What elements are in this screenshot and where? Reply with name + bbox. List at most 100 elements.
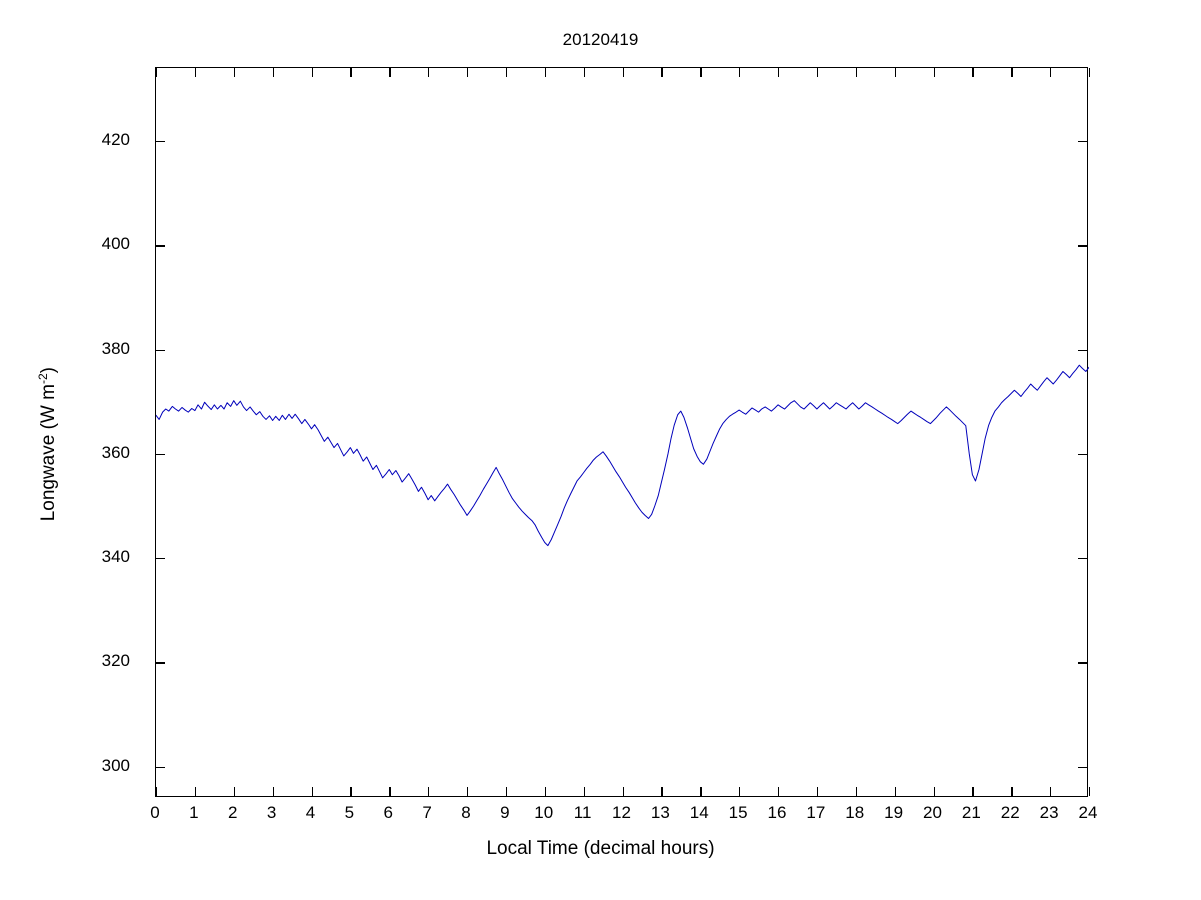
x-tick-mark	[389, 787, 391, 796]
y-tick-mark	[1078, 766, 1087, 768]
x-tick-mark	[778, 68, 780, 77]
x-tick-mark	[272, 787, 274, 796]
x-tick-mark	[505, 68, 508, 77]
x-tick-mark	[933, 68, 935, 77]
x-tick-mark	[194, 787, 197, 796]
x-tick-mark	[194, 68, 197, 77]
x-tick-label: 17	[806, 803, 826, 822]
x-tick-mark	[1089, 787, 1091, 796]
x-tick-mark	[622, 787, 624, 796]
x-tick-mark	[816, 787, 819, 796]
x-tick-label: 19	[884, 803, 904, 822]
y-tick-label: 420	[101, 130, 130, 149]
y-tick-mark	[156, 766, 165, 768]
x-tick-mark	[739, 787, 741, 796]
plot-area	[155, 67, 1091, 797]
y-tick-mark	[156, 453, 165, 456]
x-tick-label: 3	[266, 803, 277, 822]
y-tick-mark	[1078, 662, 1087, 664]
x-tick-mark	[933, 787, 935, 796]
y-tick-mark	[1078, 245, 1087, 247]
x-tick-mark	[311, 68, 313, 77]
x-tick-label: 1	[189, 803, 199, 822]
y-tick-label: 360	[101, 442, 130, 462]
x-tick-mark	[894, 787, 896, 796]
x-tick-label: 15	[728, 803, 748, 822]
x-tick-mark	[467, 787, 469, 796]
x-tick-mark	[311, 787, 313, 796]
x-tick-mark	[544, 68, 547, 77]
x-tick-mark	[855, 787, 858, 796]
y-axis-tick-labels: 300 320 340 360 380 400 420	[0, 67, 144, 797]
x-tick-label: 5	[344, 803, 355, 822]
y-tick-mark	[1078, 453, 1087, 456]
y-tick-mark	[1078, 558, 1087, 560]
x-tick-mark	[350, 787, 352, 796]
x-tick-mark	[272, 68, 274, 77]
x-tick-mark	[233, 68, 236, 77]
x-tick-mark	[855, 68, 858, 77]
x-tick-label: 6	[383, 803, 393, 822]
x-tick-mark	[1089, 68, 1091, 77]
x-tick-mark	[467, 68, 469, 77]
y-tick-label: 340	[101, 547, 130, 567]
x-tick-label: 13	[650, 803, 670, 822]
y-tick-mark	[156, 141, 165, 143]
y-tick-mark	[156, 349, 165, 351]
y-tick-label: 400	[101, 234, 130, 254]
y-tick-mark	[1078, 141, 1087, 143]
x-tick-mark	[972, 787, 974, 796]
x-axis-title: Local Time (decimal hours)	[486, 838, 715, 859]
x-tick-mark	[1011, 68, 1013, 77]
x-tick-mark	[350, 68, 352, 77]
x-tick-mark	[156, 787, 158, 796]
x-tick-mark	[661, 787, 663, 796]
x-tick-mark	[1050, 787, 1052, 796]
y-tick-label: 320	[101, 651, 130, 671]
x-tick-label: 16	[767, 803, 787, 822]
x-tick-mark	[389, 68, 391, 77]
x-tick-mark	[700, 787, 702, 796]
x-tick-mark	[1050, 68, 1052, 77]
y-tick-mark	[156, 558, 165, 560]
x-tick-label: 12	[612, 803, 631, 822]
x-tick-mark	[428, 787, 430, 796]
x-tick-label: 14	[689, 803, 709, 822]
x-tick-mark	[505, 787, 508, 796]
x-tick-mark	[778, 787, 780, 796]
x-tick-label: 2	[228, 803, 238, 822]
x-tick-label: 8	[461, 803, 471, 822]
x-tick-label: 0	[150, 803, 160, 822]
y-axis-title-exponent: -2	[35, 373, 50, 385]
x-tick-label: 23	[1039, 803, 1059, 822]
x-tick-mark	[544, 787, 547, 796]
x-tick-label: 20	[923, 803, 942, 822]
x-tick-label: 9	[500, 803, 510, 822]
x-tick-label: 22	[1000, 803, 1020, 822]
x-tick-mark	[661, 68, 663, 77]
y-tick-label: 380	[101, 338, 130, 358]
x-tick-label: 18	[845, 803, 865, 822]
x-tick-label: 24	[1078, 803, 1098, 822]
x-tick-label: 21	[961, 803, 981, 822]
y-tick-mark	[156, 245, 165, 247]
page-title: 20120419	[562, 30, 639, 49]
y-axis-title: Longwave (W m-2)	[36, 284, 60, 604]
x-tick-mark	[1011, 787, 1013, 796]
x-tick-mark	[583, 787, 585, 796]
series-line-longwave	[156, 364, 1089, 547]
x-axis-tick-labels: 0 1 2 3 4 5 6 7 8 9 10 11 12 13 14 15 16 17 18 19 20 21 22 23 24	[150, 803, 1097, 829]
x-tick-label: 11	[573, 803, 592, 822]
x-tick-mark	[972, 68, 974, 77]
x-tick-label: 7	[422, 803, 432, 822]
y-tick-label: 300	[101, 755, 130, 775]
y-axis-title-tail: )	[38, 367, 60, 374]
data-line-chart	[156, 364, 1089, 547]
y-axis-title-main: Longwave (W m	[38, 384, 60, 522]
y-tick-mark	[156, 662, 165, 664]
x-tick-mark	[894, 68, 896, 77]
x-tick-mark	[700, 68, 702, 77]
y-tick-mark	[1078, 349, 1087, 351]
x-tick-label: 10	[534, 803, 554, 822]
